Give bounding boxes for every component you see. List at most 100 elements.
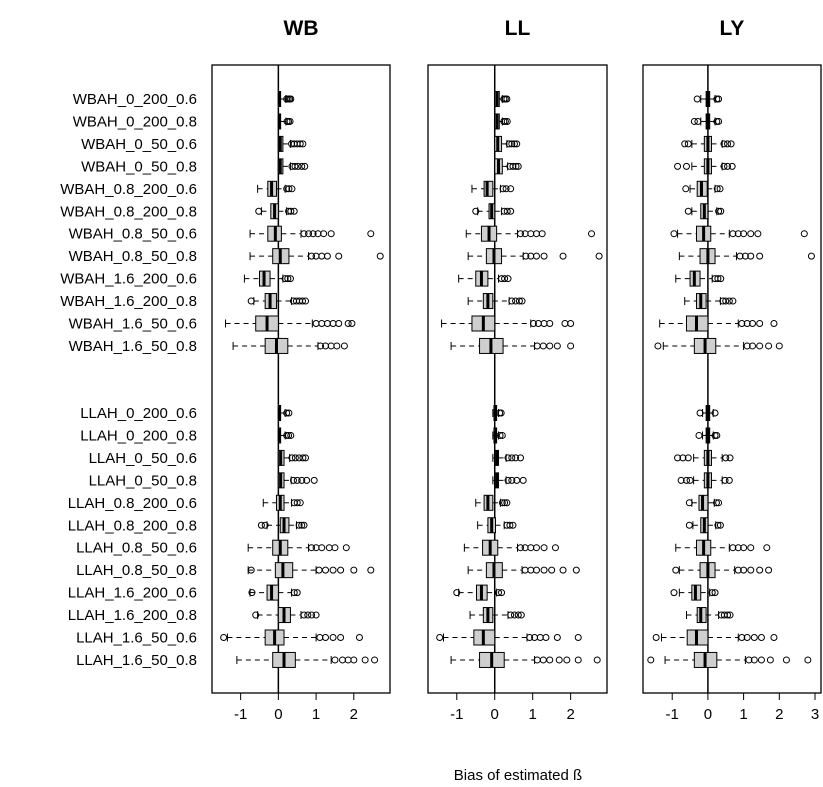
outlier-point: [300, 611, 308, 619]
outlier-point: [521, 544, 529, 552]
x-tick-label: 2: [350, 706, 358, 723]
box-row: [472, 203, 515, 220]
outlier-point: [521, 566, 529, 574]
panel-title: LL: [505, 17, 531, 40]
outlier-point: [553, 634, 561, 641]
outlier-point: [327, 230, 335, 238]
outlier-point: [532, 230, 540, 238]
category-label: LLAH_0_50_0.6: [89, 450, 197, 467]
outlier-point: [504, 454, 512, 462]
category-label: WBAH_0.8_200_0.8: [60, 203, 197, 220]
outlier-point: [804, 656, 812, 664]
outlier-point: [740, 566, 748, 574]
outlier-point: [248, 589, 256, 597]
outlier-point: [574, 634, 582, 641]
box-row: [257, 180, 296, 197]
category-label: WBAH_0.8_200_0.6: [60, 181, 197, 198]
outlier-point: [291, 162, 299, 170]
outlier-point: [283, 431, 291, 439]
outlier-point: [588, 230, 596, 238]
box-row: [675, 270, 725, 287]
outlier-point: [532, 544, 540, 552]
outlier-point: [310, 476, 318, 484]
box-row: [249, 225, 375, 242]
outlier-point: [367, 566, 375, 574]
outlier-point: [563, 656, 571, 664]
outlier-point: [551, 544, 559, 552]
panel-ly: LY -1 0 1 2 3: [642, 17, 822, 723]
outlier-point: [593, 656, 601, 664]
outlier-point: [335, 320, 343, 327]
outlier-point: [519, 476, 527, 484]
outlier-point: [720, 162, 728, 170]
outlier-point: [296, 140, 304, 148]
category-label: WBAH_1.6_200_0.6: [60, 271, 197, 288]
outlier-point: [717, 275, 725, 283]
box-row: [492, 405, 505, 421]
outlier-point: [517, 544, 525, 552]
x-tick-label: -1: [450, 706, 463, 723]
box-row: [654, 337, 783, 354]
box-row: [252, 607, 320, 624]
outlier-point: [527, 544, 535, 552]
box-row: [652, 629, 778, 646]
outlier-point: [694, 117, 702, 125]
outlier-point: [567, 342, 575, 350]
outlier-point: [312, 611, 320, 619]
outlier-point: [291, 454, 299, 462]
outlier-point: [540, 252, 548, 260]
outlier-point: [540, 566, 548, 574]
box-row: [670, 225, 808, 242]
outlier-point: [255, 207, 263, 215]
outlier-point: [293, 499, 301, 507]
outlier-point: [747, 544, 755, 552]
category-label: LLAH_0_50_0.8: [89, 472, 197, 489]
outlier-point: [331, 544, 339, 552]
outlier-point: [503, 499, 511, 507]
outlier-point: [508, 454, 516, 462]
panel-title: WB: [284, 17, 319, 40]
outlier-point: [504, 275, 512, 283]
outlier-point: [670, 230, 678, 238]
box-row: [677, 472, 733, 489]
outlier-point: [309, 230, 317, 238]
outlier-point: [287, 95, 295, 103]
category-label: WBAH_0_50_0.8: [81, 158, 197, 175]
outlier-point: [765, 566, 773, 574]
outlier-point: [749, 320, 757, 327]
outlier-point: [717, 207, 725, 215]
outlier-point: [331, 656, 339, 664]
outlier-point: [522, 252, 530, 260]
box-row: [277, 472, 318, 489]
outlier-point: [695, 431, 703, 439]
x-tick-label: -1: [234, 706, 247, 723]
outlier-point: [553, 342, 561, 350]
category-label: LLAH_1.6_50_0.6: [76, 630, 197, 647]
outlier-point: [734, 230, 742, 238]
outlier-point: [510, 140, 518, 148]
category-label: WBAH_1.6_200_0.8: [60, 293, 197, 310]
outlier-point: [298, 521, 306, 529]
box-row: [277, 449, 310, 466]
outlier-point: [572, 566, 580, 574]
box-row: [684, 203, 725, 220]
category-label: LLAH_0.8_50_0.6: [76, 540, 197, 557]
outlier-point: [716, 185, 724, 193]
outlier-point: [647, 656, 655, 664]
box-row: [441, 315, 575, 332]
outlier-point: [508, 297, 516, 305]
panel-title: LY: [720, 17, 745, 40]
outlier-point: [775, 342, 783, 350]
box-row: [450, 651, 601, 668]
x-tick-label: -1: [666, 706, 679, 723]
outlier-point: [284, 275, 292, 283]
outlier-point: [350, 656, 358, 664]
x-tick-label: 0: [274, 706, 282, 723]
outlier-point: [740, 230, 748, 238]
outlier-point: [287, 431, 295, 439]
outlier-point: [323, 320, 331, 327]
outlier-point: [716, 521, 724, 529]
outlier-point: [567, 320, 575, 327]
outlier-point: [574, 656, 582, 664]
outlier-point: [517, 454, 525, 462]
